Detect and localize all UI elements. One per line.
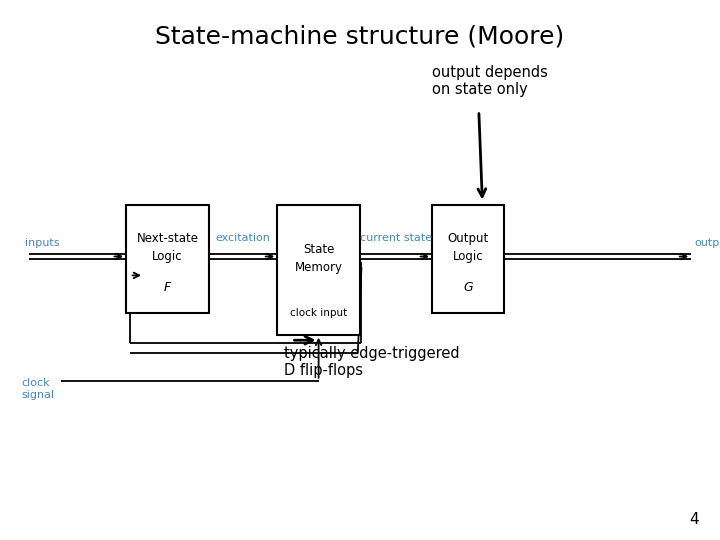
Text: clock
signal: clock signal <box>22 378 55 400</box>
Text: State-machine structure (Moore): State-machine structure (Moore) <box>156 24 564 48</box>
Bar <box>277 205 360 335</box>
Text: G: G <box>463 281 473 294</box>
Text: excitation: excitation <box>215 233 271 243</box>
Text: Output: Output <box>447 232 489 245</box>
Text: current state: current state <box>360 233 432 243</box>
Text: outputs: outputs <box>695 238 720 248</box>
Text: output depends
on state only: output depends on state only <box>432 65 548 97</box>
Text: Logic: Logic <box>152 250 183 263</box>
Text: Next-state: Next-state <box>136 232 199 245</box>
Text: F: F <box>163 281 171 294</box>
Text: typically edge-triggered
D flip-flops: typically edge-triggered D flip-flops <box>284 346 460 378</box>
Bar <box>126 205 209 313</box>
Text: Memory: Memory <box>294 261 343 274</box>
Text: inputs: inputs <box>25 238 60 248</box>
Bar <box>432 205 504 313</box>
Text: Logic: Logic <box>453 250 483 263</box>
Text: State: State <box>303 243 334 256</box>
Text: clock input: clock input <box>290 308 347 318</box>
Text: 4: 4 <box>689 511 698 526</box>
